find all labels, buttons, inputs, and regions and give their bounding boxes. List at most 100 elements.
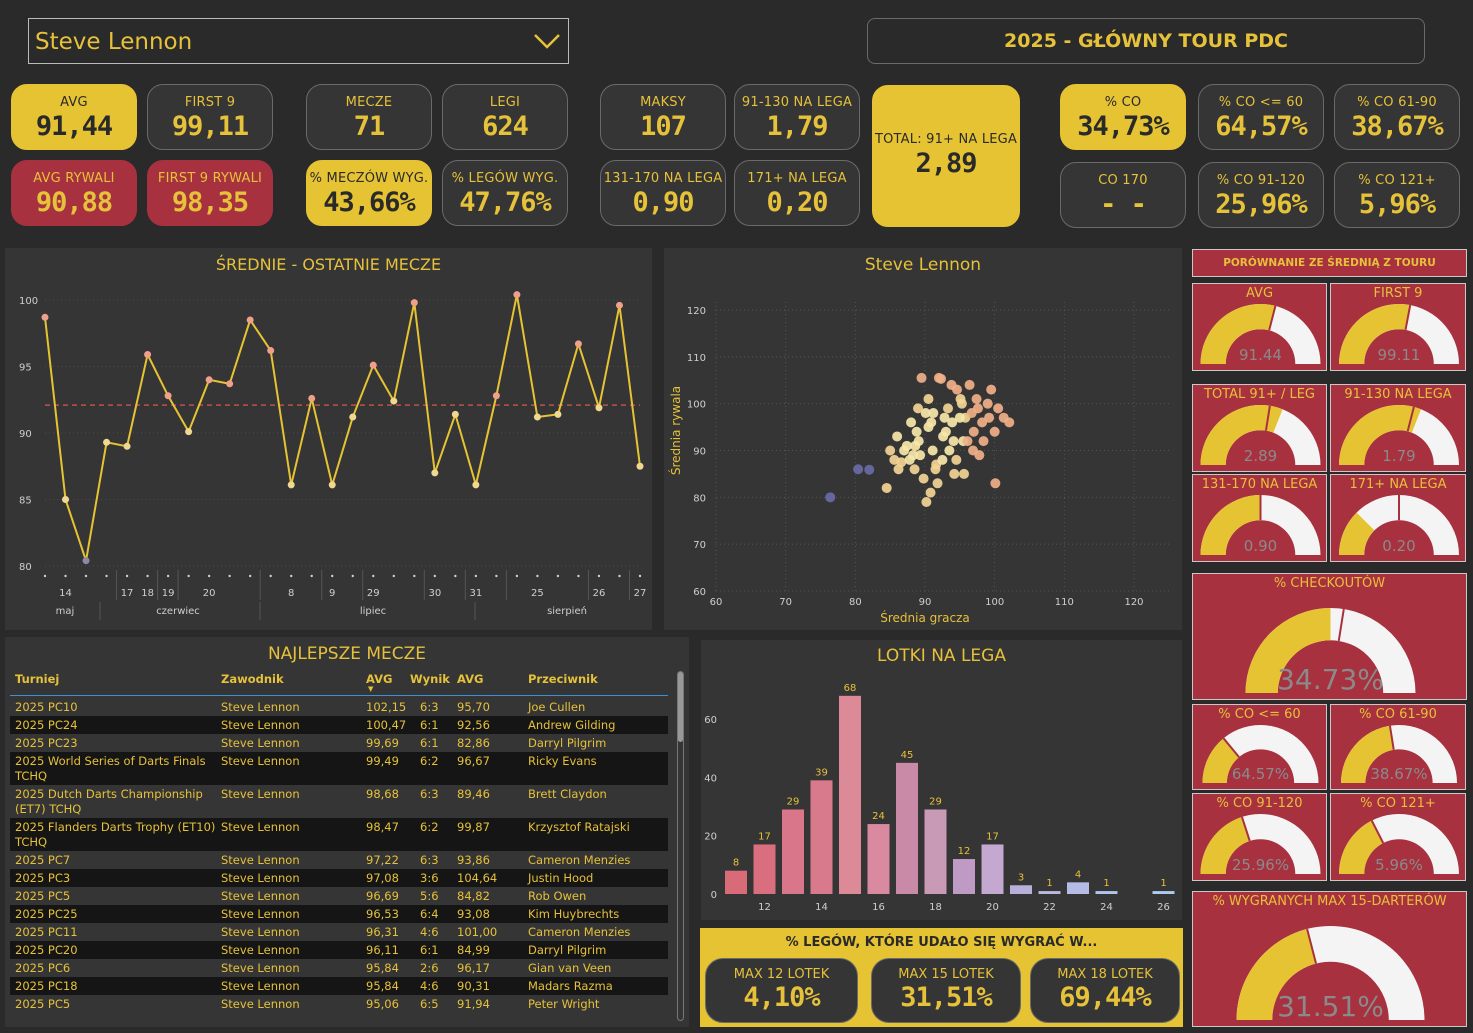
x-tick-label: 22 [1043, 902, 1056, 913]
table-row[interactable]: 2025 PC3 Steve Lennon 97,08 3:6 104,64 Justin… [10, 869, 668, 887]
col-result[interactable]: Wynik [410, 672, 450, 686]
y-tick-label: 90 [19, 429, 32, 440]
data-point [930, 464, 941, 475]
table-cell: 99,49 [366, 754, 399, 768]
day-label: 30 [428, 588, 441, 599]
table-scrollbar[interactable] [677, 671, 684, 1021]
data-point [472, 481, 480, 489]
data-point [971, 393, 982, 404]
gauge-fill [1200, 405, 1283, 465]
comparison-header: PORÓWNANIE ZE ŚREDNIĄ Z TOURU [1192, 249, 1467, 277]
kpi-pct-legs-won: % LEGÓW WYG. 47,76% [442, 160, 568, 226]
kpi-value: 2,89 [915, 148, 977, 179]
table-cell: TCHQ [15, 835, 48, 849]
gauge-target-marker [1370, 820, 1385, 844]
table-row[interactable]: 2025 PC23 Steve Lennon 99,69 6:1 82,86 Darryl… [10, 734, 668, 752]
legs-won-card: MAX 15 LOTEK 31,51% [871, 958, 1021, 1023]
col-avg[interactable]: AVG [366, 672, 393, 686]
x-tick-label: 12 [758, 902, 771, 913]
table-cell: 2025 PC18 [15, 979, 78, 993]
line-chart-panel: ŚREDNIE - OSTATNIE MECZE 100 95 90 85 80 14 17… [5, 248, 652, 630]
gauge-target-marker [1337, 608, 1345, 642]
data-point [972, 403, 983, 414]
table-row[interactable]: 2025 PC10 Steve Lennon 102,15 6:3 95,70 Joe C… [10, 698, 668, 716]
col-opponent[interactable]: Przeciwnik [528, 672, 598, 686]
table-row[interactable]: 2025 Dutch Darts Championship Steve Lenno… [10, 785, 668, 818]
gauge-chart: 91.44 [1200, 304, 1321, 364]
player-dropdown[interactable]: Steve Lennon [28, 18, 569, 64]
data-point [899, 445, 910, 456]
kpi-label: 171+ NA LEGA [747, 171, 847, 186]
axis-dot [248, 574, 252, 578]
y-tick-label: 85 [19, 496, 32, 507]
col-tournament[interactable]: Turniej [15, 672, 60, 686]
kpi-171: 171+ NA LEGA 0,20 [734, 160, 860, 226]
scatter-chart[interactable]: 120 110 100 90 80 70 60 60 70 80 90 100 110 120 Średni… [664, 248, 1182, 630]
data-point [982, 398, 993, 409]
table-row[interactable]: 2025 PC11 Steve Lennon 96,31 4:6 101,00 Camer… [10, 923, 668, 941]
x-tick-label: 100 [985, 597, 1004, 608]
table-row[interactable]: 2025 Flanders Darts Trophy (ET10) Steve L… [10, 818, 668, 851]
gauge-track [1202, 725, 1319, 783]
kpi-matches: MECZE 71 [306, 84, 432, 150]
table-cell: 97,08 [366, 871, 399, 885]
table-row[interactable]: 2025 PC20 Steve Lennon 96,11 6:1 84,99 Darryl… [10, 941, 668, 959]
kpi-co-121: % CO 121+ 5,96% [1334, 162, 1460, 228]
gauge-value: 91.44 [1239, 346, 1282, 364]
kpi-value: 0,20 [766, 187, 828, 218]
data-point [920, 408, 931, 419]
line-chart[interactable]: 100 95 90 85 80 14 17 18 19 20 8 9 29 30 31 25 26 27 maj cz… [5, 248, 652, 630]
axis-dot [310, 574, 313, 578]
gauge-fill [1200, 816, 1250, 874]
legs-won-card: MAX 18 LOTEK 69,44% [1030, 958, 1180, 1023]
page-title: 2025 - GŁÓWNY TOUR PDC [1004, 30, 1288, 52]
data-point [925, 487, 936, 498]
data-point [936, 373, 947, 384]
col-opp-avg[interactable]: AVG [457, 672, 484, 686]
data-point [410, 299, 418, 307]
y-tick-label: 0 [711, 890, 717, 901]
gauge-card: 171+ NA LEGA 0.20 [1330, 474, 1466, 562]
table-row[interactable]: 2025 PC5 Steve Lennon 95,06 6:5 91,94 Peter W… [10, 995, 668, 1013]
axis-dot [556, 574, 560, 578]
sort-desc-icon: ▼ [368, 685, 374, 693]
gauge-chart: 0.90 [1200, 495, 1321, 555]
table-row[interactable]: 2025 PC6 Steve Lennon 95,84 2:6 96,17 Gian va… [10, 959, 668, 977]
axis-dot [351, 574, 354, 578]
kpi-value: 90,88 [35, 187, 113, 218]
legs-won-label: MAX 18 LOTEK [1057, 967, 1153, 982]
gauge-fill [1341, 725, 1394, 783]
bar [810, 780, 833, 894]
table-cell: 91,94 [457, 997, 490, 1011]
data-point [913, 403, 924, 414]
axis-dot [146, 574, 149, 578]
table-cell: Brett Claydon [528, 787, 607, 801]
col-player[interactable]: Zawodnik [221, 672, 284, 686]
axis-dot [392, 574, 395, 578]
kpi-value: 99,11 [171, 111, 249, 142]
bar-value-label: 68 [844, 683, 857, 694]
table-cell: 96,69 [366, 889, 399, 903]
table-cell: 4:6 [420, 925, 439, 939]
table-row[interactable]: 2025 PC5 Steve Lennon 96,69 5:6 84,82 Rob Owe… [10, 887, 668, 905]
table-row[interactable]: 2025 PC24 Steve Lennon 100,47 6:1 92,56 Andre… [10, 716, 668, 734]
axis-dot [64, 574, 67, 578]
day-label: 19 [162, 588, 175, 599]
day-label: 18 [141, 588, 154, 599]
data-point [595, 404, 603, 412]
axis-dot [618, 574, 621, 578]
data-point [944, 445, 955, 456]
axis-dot [597, 574, 601, 578]
kpi-label: 91-130 NA LEGA [741, 95, 853, 110]
gauge-card: 131-170 NA LEGA 0.90 [1192, 474, 1327, 562]
table-row[interactable]: 2025 PC25 Steve Lennon 96,53 6:4 93,08 Kim Hu… [10, 905, 668, 923]
table-row[interactable]: 2025 PC7 Steve Lennon 97,22 6:3 93,86 Cameron… [10, 851, 668, 869]
y-tick-label: 90 [693, 447, 706, 458]
data-point [103, 438, 111, 446]
table-row[interactable]: 2025 PC18 Steve Lennon 95,84 4:6 90,31 Madars… [10, 977, 668, 995]
gauge-chart: 38.67% [1341, 725, 1457, 783]
table-row[interactable]: 2025 World Series of Darts Finals Steve L… [10, 752, 668, 785]
table-cell: Justin Hood [528, 871, 594, 885]
bar-value-label: 17 [986, 831, 999, 842]
